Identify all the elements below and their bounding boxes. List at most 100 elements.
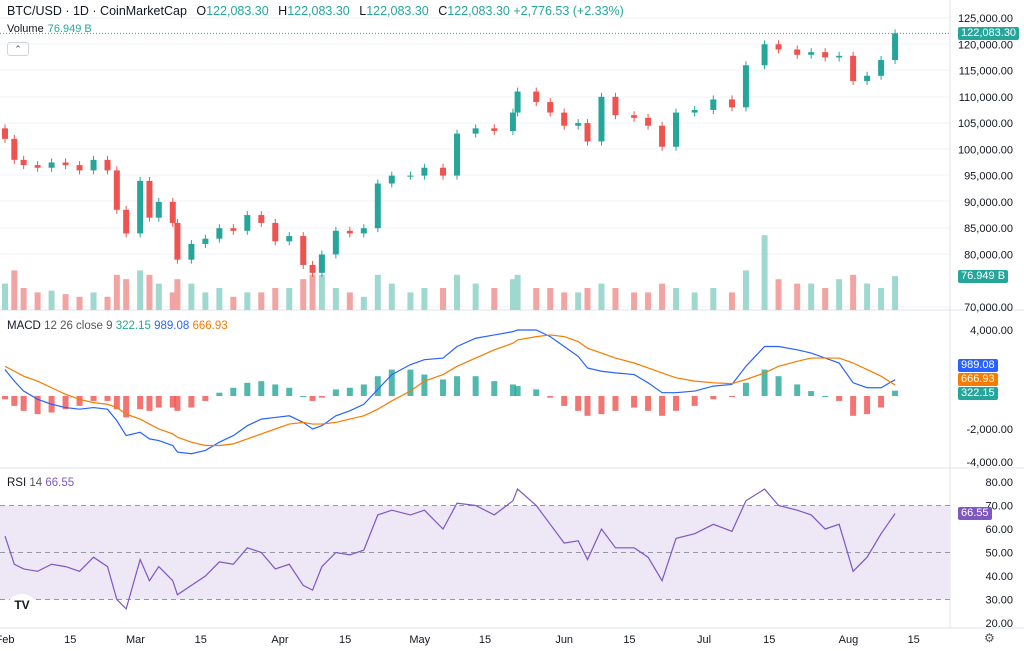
candle-body bbox=[775, 44, 782, 50]
price-tag: 122,083.30 bbox=[958, 27, 1020, 40]
rsi-axis-label: 70.00 bbox=[985, 501, 1013, 513]
price-axis-label: 70,000.00 bbox=[964, 302, 1013, 314]
time-axis-label: 15 bbox=[623, 634, 635, 646]
candle-body bbox=[584, 123, 591, 142]
macd-histogram-bar bbox=[659, 396, 666, 416]
candle-body bbox=[808, 52, 815, 55]
candle-body bbox=[645, 117, 652, 126]
volume-legend: Volume 76.949 B bbox=[7, 23, 92, 35]
candle-body bbox=[598, 96, 605, 142]
candle-body bbox=[673, 112, 680, 147]
candle-body bbox=[388, 175, 395, 184]
macd-histogram-bar bbox=[244, 382, 251, 396]
candle-body bbox=[202, 238, 209, 244]
macd-histogram-bar bbox=[808, 391, 815, 396]
symbol-title[interactable]: BTC/USD · 1D · CoinMarketCap bbox=[7, 4, 187, 18]
macd-axis-label: -2,000.00 bbox=[967, 424, 1013, 436]
macd-axis-label: 4,000.00 bbox=[970, 325, 1013, 337]
rsi-axis-label: 30.00 bbox=[985, 595, 1013, 607]
macd-histogram-bar bbox=[146, 396, 153, 411]
candle-body bbox=[230, 228, 237, 231]
rsi-line bbox=[4, 488, 896, 611]
gear-icon[interactable]: ⚙ bbox=[984, 631, 995, 645]
candle-body bbox=[244, 215, 251, 231]
macd-histogram-bar bbox=[454, 376, 461, 396]
time-axis-label: 15 bbox=[195, 634, 207, 646]
candle-body bbox=[104, 159, 111, 171]
volume-bar bbox=[146, 274, 153, 310]
volume-bar bbox=[286, 288, 293, 310]
price-axis-label: 125,000.00 bbox=[958, 13, 1013, 25]
volume-bar bbox=[272, 288, 279, 310]
volume-bar bbox=[612, 288, 619, 310]
macd-histogram-bar bbox=[509, 384, 516, 396]
macd-histogram-bar bbox=[892, 390, 899, 396]
macd-signal-tag: 666.93 bbox=[958, 373, 998, 386]
close-value: 122,083.30 bbox=[447, 4, 510, 18]
macd-label[interactable]: MACD bbox=[7, 320, 41, 332]
chevron-up-icon[interactable]: ⌃ bbox=[7, 42, 29, 56]
candle-body bbox=[309, 264, 316, 273]
price-axis-label: 100,000.00 bbox=[958, 144, 1013, 156]
candle-body bbox=[318, 254, 325, 273]
macd-histogram-bar bbox=[374, 376, 381, 396]
open-label: O bbox=[196, 4, 207, 18]
macd-line-tag: 989.08 bbox=[958, 359, 998, 372]
volume-bar bbox=[440, 288, 447, 310]
time-axis-label: 15 bbox=[479, 634, 491, 646]
rsi-value: 66.55 bbox=[45, 477, 75, 489]
candle-body bbox=[514, 91, 521, 113]
macd-histogram-bar bbox=[258, 381, 265, 396]
macd-histogram-bar bbox=[631, 396, 638, 408]
macd-histogram-bar bbox=[155, 396, 162, 408]
candle-body bbox=[822, 52, 829, 58]
volume-bar bbox=[659, 283, 666, 310]
macd-histogram-bar bbox=[612, 396, 619, 411]
candle-body bbox=[300, 236, 307, 265]
volume-bar bbox=[76, 296, 83, 310]
low-label: L bbox=[359, 4, 367, 18]
candle-body bbox=[34, 165, 41, 168]
rsi-band bbox=[0, 505, 950, 600]
macd-histogram-bar bbox=[300, 396, 307, 397]
macd-histogram-bar bbox=[286, 387, 293, 396]
volume-bar bbox=[318, 274, 325, 310]
volume-bar bbox=[374, 274, 381, 310]
macd-histogram-bar bbox=[360, 384, 367, 396]
candle-body bbox=[850, 55, 857, 82]
rsi-axis-label: 50.00 bbox=[985, 548, 1013, 560]
rsi-label[interactable]: RSI bbox=[7, 477, 27, 489]
time-axis-label: Aug bbox=[839, 634, 859, 646]
macd-hist-value: 322.15 bbox=[115, 320, 151, 332]
candle-body bbox=[374, 183, 381, 229]
macd-histogram-bar bbox=[761, 369, 768, 396]
macd-histogram-bar bbox=[104, 396, 111, 401]
volume-bar bbox=[169, 292, 176, 310]
volume-bar bbox=[710, 288, 717, 310]
close-label: C bbox=[438, 4, 448, 18]
candle-body bbox=[20, 159, 27, 166]
candle-body bbox=[440, 167, 447, 176]
volume-bar bbox=[174, 279, 181, 310]
macd-histogram-bar bbox=[216, 392, 223, 396]
macd-histogram-bar bbox=[174, 396, 181, 411]
macd-histogram-bar bbox=[822, 396, 829, 397]
volume-bar bbox=[836, 279, 843, 310]
candle-body bbox=[48, 162, 55, 168]
volume-bar bbox=[216, 288, 223, 310]
tradingview-logo[interactable]: TV bbox=[8, 594, 36, 616]
rsi-axis-label: 20.00 bbox=[985, 618, 1013, 630]
macd-axis-label: -4,000.00 bbox=[967, 457, 1013, 469]
candle-body bbox=[62, 162, 69, 166]
low-value: 122,083.30 bbox=[366, 4, 429, 18]
macd-histogram-bar bbox=[645, 396, 652, 411]
volume-bar bbox=[188, 283, 195, 310]
macd-histogram-bar bbox=[76, 396, 83, 406]
volume-bar bbox=[258, 292, 265, 310]
macd-histogram-bar bbox=[533, 389, 540, 396]
volume-bar bbox=[822, 288, 829, 310]
price-axis-label: 105,000.00 bbox=[958, 118, 1013, 130]
time-axis-label: Mar bbox=[126, 634, 145, 646]
time-axis-label: 15 bbox=[64, 634, 76, 646]
